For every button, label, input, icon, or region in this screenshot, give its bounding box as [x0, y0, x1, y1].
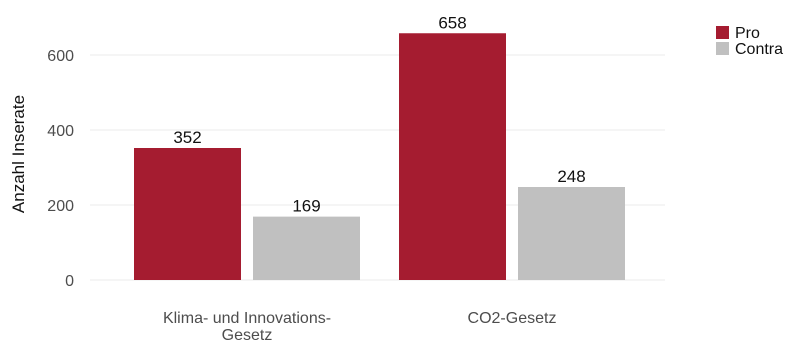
y-tick-label: 0: [65, 273, 74, 290]
legend-swatch-contra: [716, 42, 729, 55]
y-axis-title: Anzahl Inserate: [9, 95, 28, 213]
data-label: 658: [438, 13, 466, 32]
y-tick-label: 600: [47, 48, 74, 65]
legend-label-pro: Pro: [735, 25, 760, 42]
x-axis: Klima- und Innovations-Gesetz CO2-Gesetz: [163, 310, 557, 344]
bar-contra-2: [518, 187, 625, 280]
data-label: 169: [292, 197, 320, 216]
y-axis: 0 200 400 600: [47, 48, 74, 290]
data-label: 352: [173, 128, 201, 147]
legend-label-contra: Contra: [735, 41, 783, 58]
y-tick-label: 400: [47, 123, 74, 140]
bars: [134, 33, 625, 280]
legend-swatch-pro: [716, 26, 729, 39]
data-label: 248: [557, 167, 585, 186]
x-tick-label: Klima- und Innovations-Gesetz: [163, 310, 331, 340]
bar-contra-1: [253, 216, 360, 280]
bar-pro-2: [399, 33, 506, 280]
y-tick-label: 200: [47, 198, 74, 215]
data-labels: 352 658 169 248: [173, 13, 585, 215]
x-tick-label: CO2-Gesetz: [468, 310, 557, 327]
bar-pro-1: [134, 148, 241, 280]
